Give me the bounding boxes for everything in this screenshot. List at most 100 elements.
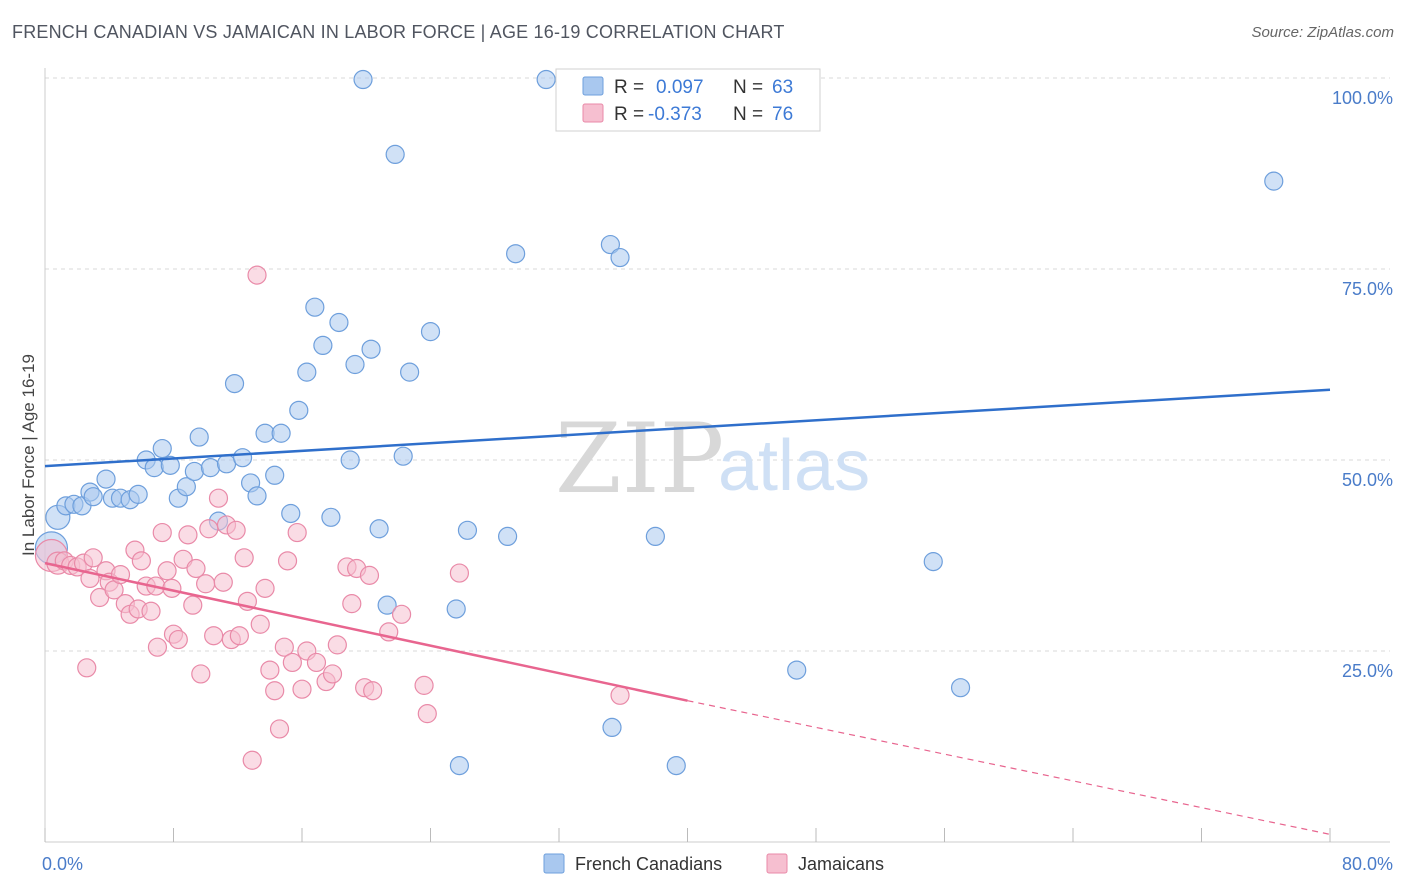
points-layer — [34, 69, 1284, 776]
legend-n-label-pink: N = — [733, 104, 763, 125]
jamaican-point-71 — [449, 563, 470, 583]
jamaican-point-70 — [417, 704, 437, 724]
jamaican-point-47 — [255, 578, 275, 598]
jamaican-point-45 — [247, 265, 267, 285]
jamaican-point-49 — [265, 681, 285, 701]
french-canadian-point-35 — [321, 507, 341, 527]
jamaican-point-55 — [292, 679, 312, 699]
french-canadian-point-38 — [345, 354, 365, 375]
jamaican-point-41 — [229, 626, 249, 646]
legend-swatch-blue — [582, 76, 604, 96]
y-tick-label-3: 25.0% — [1342, 661, 1393, 681]
legend-n-value-blue: 63 — [772, 77, 793, 98]
french-canadian-point-57 — [666, 755, 686, 776]
legend-n-value-pink: 76 — [772, 104, 793, 125]
legend-swatch-french-canadians — [543, 853, 565, 874]
jamaican-point-57 — [306, 652, 327, 673]
french-canadian-trend-line — [44, 388, 1331, 468]
french-canadian-point-13 — [144, 458, 164, 478]
jamaican-point-50 — [269, 719, 290, 739]
french-canadian-point-45 — [400, 362, 420, 382]
jamaican-point-53 — [282, 652, 302, 673]
french-canadian-point-7 — [96, 469, 116, 489]
french-canadian-point-51 — [506, 244, 526, 264]
jamaican-point-8 — [83, 548, 103, 568]
y-axis-label: In Labor Force | Age 16-19 — [19, 354, 38, 556]
french-canadian-point-39 — [353, 69, 373, 90]
jamaican-point-48 — [260, 660, 280, 680]
french-canadian-point-58 — [787, 660, 807, 680]
french-canadian-point-55 — [602, 717, 622, 738]
french-canadian-point-37 — [340, 450, 360, 470]
jamaican-point-31 — [186, 558, 206, 579]
french-canadian-point-60 — [950, 678, 971, 698]
french-canadian-point-44 — [393, 446, 413, 466]
legend-r-label-blue: R = — [614, 77, 644, 98]
jamaican-point-46 — [250, 614, 270, 634]
french-canadian-point-11 — [128, 484, 148, 504]
jamaican-point-69 — [414, 675, 434, 695]
axis-layer: 100.0% 75.0% 50.0% 25.0% 0.0% 80.0% — [42, 68, 1393, 874]
jamaican-point-35 — [204, 626, 224, 646]
french-canadian-point-56 — [645, 526, 665, 547]
french-canadian-point-17 — [176, 477, 196, 497]
french-canadian-point-15 — [160, 455, 180, 475]
jamaican-point-33 — [196, 574, 216, 594]
french-canadian-point-54 — [610, 247, 630, 268]
jamaican-point-18 — [131, 551, 151, 571]
watermark-atlas: atlas — [718, 426, 870, 506]
jamaican-point-7 — [77, 658, 97, 678]
french-canadian-point-32 — [297, 362, 317, 382]
jamaican-point-20 — [141, 601, 161, 621]
french-canadian-point-19 — [189, 427, 209, 447]
y-tick-label-2: 50.0% — [1342, 470, 1393, 490]
french-canadian-point-50 — [498, 526, 518, 547]
jamaican-point-54 — [287, 522, 307, 543]
jamaican-point-40 — [226, 520, 246, 540]
legend-swatch-jamaicans — [766, 853, 788, 874]
french-canadian-point-33 — [305, 297, 325, 317]
french-canadian-point-27 — [255, 423, 275, 443]
jamaican-point-37 — [213, 572, 233, 592]
chart-title: FRENCH CANADIAN VS JAMAICAN IN LABOR FOR… — [12, 22, 785, 42]
jamaican-point-68 — [391, 604, 412, 624]
french-canadian-point-40 — [361, 339, 381, 359]
watermark: ZIP atlas — [555, 403, 870, 515]
french-canadian-point-53 — [600, 234, 621, 255]
jamaican-point-32 — [191, 664, 211, 684]
trend-layer — [44, 388, 1331, 835]
y-tick-label-0: 100.0% — [1332, 88, 1393, 108]
jamaican-trend-line — [44, 561, 688, 702]
legend-r-label-pink: R = — [614, 104, 644, 125]
jamaican-point-34 — [199, 519, 219, 539]
french-canadian-point-59 — [923, 552, 943, 572]
x-tick-label-1: 80.0% — [1342, 854, 1393, 874]
french-canadian-point-49 — [457, 520, 478, 540]
french-canadian-point-6 — [83, 487, 103, 507]
jamaican-point-24 — [157, 561, 177, 581]
french-canadian-point-29 — [271, 423, 291, 443]
french-canadian-point-26 — [247, 486, 267, 506]
legend-r-value-blue: 0.097 — [656, 77, 704, 98]
jamaican-point-44 — [242, 750, 262, 770]
french-canadian-point-43 — [385, 144, 405, 164]
jamaican-point-66 — [363, 681, 383, 701]
french-canadian-point-41 — [369, 519, 389, 539]
jamaican-point-59 — [322, 664, 343, 684]
french-canadian-point-42 — [377, 595, 397, 615]
french-canadian-point-30 — [281, 503, 301, 524]
jamaican-trend-line-extension — [687, 700, 1331, 835]
legend-label-french-canadians: French Canadians — [575, 854, 722, 874]
french-canadian-point-34 — [313, 335, 333, 355]
french-canadian-point-18 — [184, 461, 204, 482]
french-canadian-point-48 — [449, 755, 470, 776]
jamaican-point-52 — [277, 551, 298, 571]
jamaican-point-27 — [168, 629, 188, 650]
french-canadian-point-31 — [289, 400, 309, 420]
jamaican-point-65 — [359, 565, 380, 585]
x-tick-label-0: 0.0% — [42, 854, 83, 874]
watermark-zip: ZIP — [555, 403, 724, 515]
jamaican-point-72 — [610, 685, 630, 705]
french-canadian-point-20 — [200, 458, 221, 478]
